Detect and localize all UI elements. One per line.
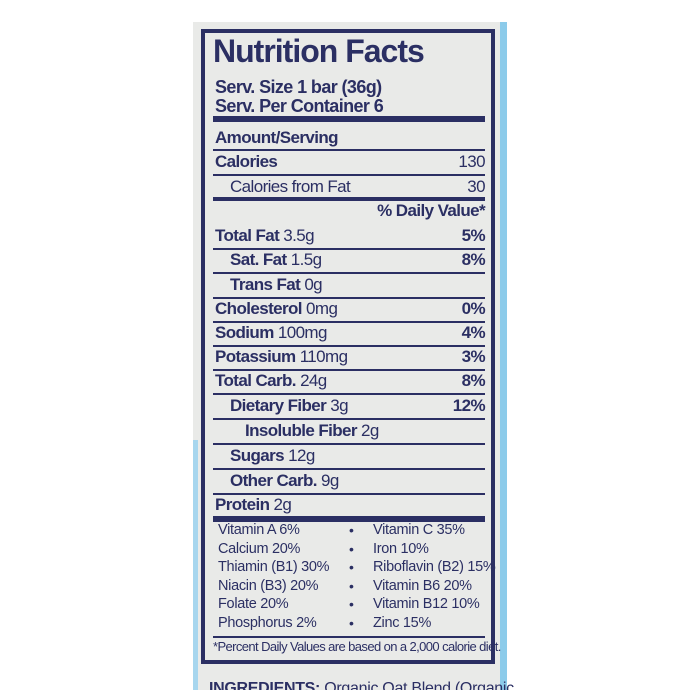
nutrient-row: Other Carb. 9g (215, 469, 485, 493)
nutrient-amount: 2g (273, 495, 292, 514)
nutrient-label: Sugars (230, 446, 285, 465)
nutrient-amount: 2g (361, 421, 379, 440)
nutrient-row: Sugars 12g (215, 444, 485, 468)
nutrient-label: Trans Fat (230, 275, 301, 294)
thick-divider (213, 197, 485, 201)
vitamin-item: Vitamin A 6% (218, 522, 300, 538)
daily-value-header: % Daily Value* (377, 201, 485, 220)
divider (213, 369, 485, 371)
nutrient-row: Potassium 110mg 3% (215, 345, 486, 369)
nutrient-label: Dietary Fiber (230, 396, 327, 415)
calories-row: Calories 130 (215, 150, 486, 174)
nutrient-amount: 1.5g (290, 250, 322, 269)
daily-value-row: % Daily Value* (215, 199, 485, 223)
servings-per-container: Serv. Per Container 6 (215, 96, 384, 116)
calories-value: 130 (458, 152, 485, 171)
nutrient-amount: 12g (288, 446, 315, 465)
divider (213, 345, 485, 347)
vitamin-item: Niacin (B3) 20% (218, 577, 319, 594)
nutrient-label: Protein (215, 495, 270, 514)
nutrient-label: Other Carb. (230, 471, 318, 490)
ingredients-label: INGREDIENTS: (209, 680, 321, 697)
nutrient-amount: 9g (321, 471, 339, 490)
nutrient-daily-value: 8% (461, 371, 486, 390)
vitamin-item: Folate 20% (218, 596, 289, 613)
nutrient-row: Total Fat 3.5g 5% (215, 224, 486, 248)
nutrient-amount: 100mg (277, 323, 328, 342)
nutrient-row: Insoluble Fiber 2g (215, 419, 485, 443)
nutrient-label: Total Fat (215, 226, 280, 245)
nutrient-row: Sat. Fat 1.5g 8% (215, 248, 486, 272)
divider (213, 321, 485, 323)
nutrient-amount: 0g (304, 275, 323, 294)
divider (213, 174, 485, 176)
label-title: Nutrition Facts (213, 33, 425, 69)
vitamin-item: Calcium 20% (218, 540, 301, 557)
vitamin-item: Iron 10% (373, 540, 429, 557)
nutrient-row: Trans Fat 0g (215, 273, 485, 297)
nutrient-daily-value: 12% (452, 396, 486, 415)
nutrient-amount: 3.5g (283, 226, 314, 245)
vitamin-item: Vitamin B6 20% (373, 577, 472, 594)
calories-from-fat-label: Calories from Fat (230, 177, 351, 196)
nutrient-label: Total Carb. (215, 371, 297, 390)
divider (213, 493, 485, 495)
nutrient-row: Protein 2g (215, 493, 485, 517)
divider (213, 393, 485, 395)
thick-divider (213, 516, 485, 522)
bullet: • (349, 540, 354, 557)
bullet: • (349, 615, 354, 631)
amount-per-serving: Amount/Serving (215, 128, 338, 147)
nutrient-amount: 0mg (306, 299, 338, 318)
nutrition-facts-box (201, 29, 495, 664)
divider (213, 443, 485, 445)
package-panel (193, 22, 507, 690)
nutrient-row: Sodium 100mg 4% (215, 321, 486, 345)
nutrient-label: Sodium (215, 323, 274, 342)
vitamin-item: Vitamin C 35% (373, 522, 465, 538)
nutrient-daily-value: 3% (461, 347, 486, 366)
vitamin-item: Riboflavin (B2) 15% (373, 559, 496, 576)
vitamin-item: Vitamin B12 10% (373, 596, 480, 613)
package-edge (500, 22, 507, 690)
calories-from-fat-row: Calories from Fat 30 (215, 175, 486, 199)
ingredients-text: Organic Oat Blend (Organic (324, 680, 514, 697)
vitamin-item: Phosphorus 2% (218, 615, 317, 631)
divider (213, 248, 485, 250)
thick-divider (213, 116, 485, 122)
vitamin-item: Thiamin (B1) 30% (218, 559, 330, 576)
bullet: • (349, 577, 354, 594)
bullet: • (349, 596, 354, 613)
nutrient-label: Sat. Fat (230, 250, 287, 269)
divider (213, 418, 485, 420)
divider (213, 272, 485, 274)
ingredients: INGREDIENTS: Organic Oat Blend (Organic (209, 680, 514, 697)
divider (213, 149, 485, 151)
footnote: *Percent Daily Values are based on a 2,0… (213, 639, 501, 654)
bullet: • (349, 559, 354, 576)
nutrient-row: Cholesterol 0mg 0% (215, 297, 486, 321)
divider (213, 297, 485, 299)
nutrient-label: Potassium (215, 347, 296, 366)
divider (213, 636, 485, 638)
nutrient-amount: 110mg (299, 347, 348, 366)
nutrient-label: Insoluble Fiber (245, 421, 358, 440)
nutrient-daily-value: 0% (461, 299, 486, 318)
serving-size: Serv. Size 1 bar (36g) (215, 77, 382, 97)
nutrient-daily-value: 8% (461, 250, 486, 269)
nutrient-label: Cholesterol (215, 299, 303, 318)
nutrient-row: Total Carb. 24g 8% (215, 369, 486, 393)
vitamin-item: Zinc 15% (373, 615, 432, 631)
nutrient-daily-value: 4% (461, 323, 486, 342)
calories-label: Calories (215, 152, 278, 171)
nutrient-amount: 24g (300, 371, 327, 390)
calories-from-fat-value: 30 (467, 177, 485, 196)
nutrient-amount: 3g (330, 396, 348, 415)
package-edge (193, 440, 198, 690)
nutrient-row: Dietary Fiber 3g 12% (215, 394, 486, 418)
nutrient-daily-value: 5% (461, 226, 486, 245)
bullet: • (349, 522, 354, 538)
divider (213, 468, 485, 470)
